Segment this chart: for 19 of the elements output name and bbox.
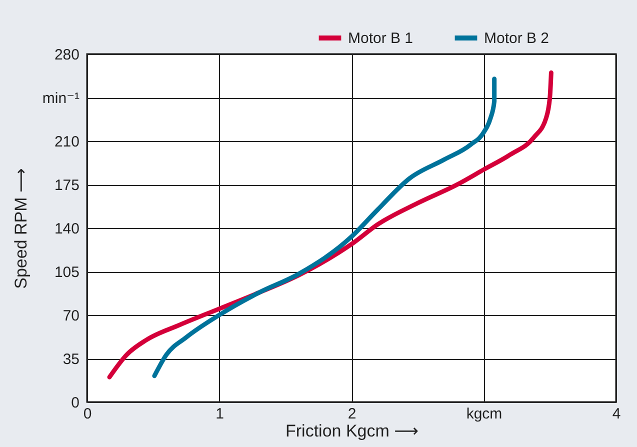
x-tick-label: 2 [348,406,356,422]
x-tick-label: 4 [612,406,621,422]
y-tick-label: min⁻¹ [42,90,80,107]
x-tick-label: kgcm [466,406,502,422]
x-axis-title: Friction Kgcm ⟶ [285,422,419,440]
x-tick-label: 0 [83,406,92,422]
y-tick-label: 70 [62,308,80,324]
y-tick-label: 105 [54,264,80,281]
y-tick-label: 140 [54,220,80,238]
y-tick-label: 210 [54,134,80,150]
y-tick-label: 0 [71,394,80,412]
x-tick-label: 1 [216,406,224,422]
y-tick-label: 35 [62,351,80,368]
y-tick-label: 280 [54,46,80,64]
line-series [152,76,497,378]
legend-label: Motor B 1 [348,30,414,47]
legend-label: Motor B 2 [484,30,550,47]
y-axis-title: Speed RPM ⟶ [11,168,30,289]
y-tick-label: 175 [54,177,80,194]
